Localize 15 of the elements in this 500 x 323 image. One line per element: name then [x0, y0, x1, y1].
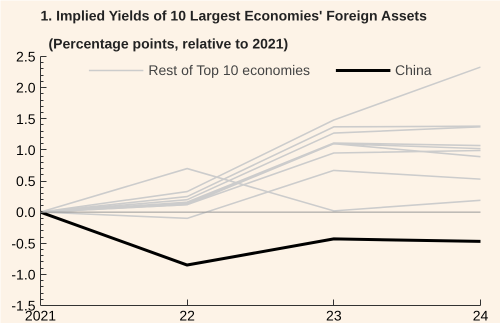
legend-label: China	[395, 62, 432, 78]
x-tick-label: 24	[472, 308, 488, 323]
y-tick-label: -1.0	[11, 266, 36, 282]
y-tick-label: 2.0	[16, 80, 36, 96]
y-tick-label: 0.5	[16, 173, 36, 189]
y-tick-label: 2.5	[16, 48, 36, 64]
y-tick-label: 1.0	[16, 142, 36, 158]
y-tick-label: 0.0	[16, 204, 36, 220]
legend-label: Rest of Top 10 economies	[148, 62, 310, 78]
chart-subtitle: (Percentage points, relative to 2021)	[48, 36, 288, 52]
chart-title: 1. Implied Yields of 10 Largest Economies' Foreign Assets	[40, 8, 428, 24]
x-tick-label: 22	[179, 308, 196, 323]
y-tick-label: 1.5	[16, 110, 36, 127]
y-tick-label: -0.5	[11, 235, 36, 252]
x-tick-label: 23	[326, 308, 342, 323]
